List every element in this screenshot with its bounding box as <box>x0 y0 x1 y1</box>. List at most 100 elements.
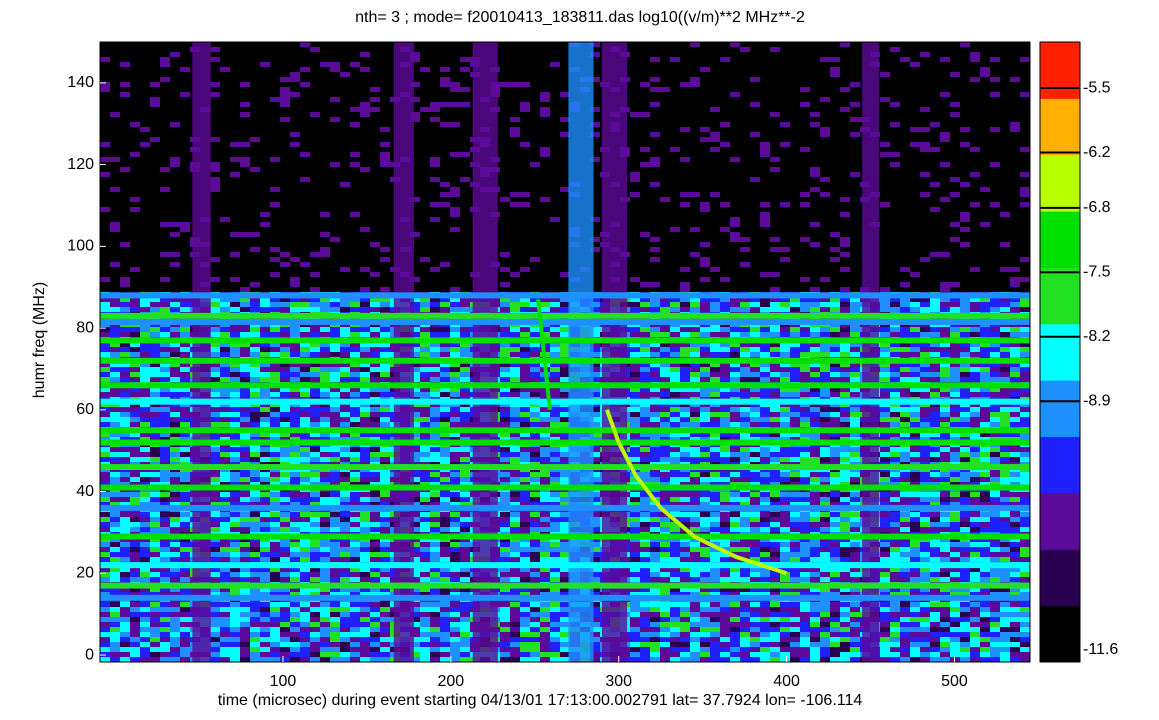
noise-cell <box>660 492 670 497</box>
noise-cell <box>450 497 460 502</box>
noise-cell <box>370 422 380 427</box>
noise-cell <box>180 327 190 332</box>
noise-cell <box>230 277 240 282</box>
noise-cell <box>220 457 230 462</box>
noise-cell <box>960 307 970 312</box>
noise-cell <box>210 392 220 397</box>
noise-cell <box>260 492 270 497</box>
noise-cell <box>460 67 470 72</box>
noise-cell <box>760 517 770 522</box>
noise-cell <box>680 412 690 417</box>
noise-cell <box>760 217 770 222</box>
noise-cell <box>130 267 140 272</box>
noise-cell <box>990 202 1000 207</box>
noise-cell <box>450 82 460 87</box>
noise-cell <box>520 412 530 417</box>
noise-cell <box>960 477 970 482</box>
noise-cell <box>350 472 360 477</box>
noise-cell <box>350 327 360 332</box>
noise-cell <box>760 392 770 397</box>
y-axis-label: humr freq (MHz) <box>31 282 48 398</box>
noise-cell <box>530 332 540 337</box>
noise-cell <box>830 67 840 72</box>
noise-cell <box>320 367 330 372</box>
noise-cell <box>700 207 710 212</box>
noise-cell <box>550 422 560 427</box>
noise-cell <box>220 352 230 357</box>
noise-cell <box>160 517 170 522</box>
noise-cell <box>270 202 280 207</box>
noise-cell <box>630 392 640 397</box>
noise-cell <box>280 392 290 397</box>
noise-cell <box>500 267 510 272</box>
noise-cell <box>950 517 960 522</box>
noise-cell <box>360 267 370 272</box>
noise-cell <box>100 207 110 212</box>
noise-cell <box>450 417 460 422</box>
noise-cell <box>330 117 340 122</box>
noise-cell <box>750 417 760 422</box>
noise-cell <box>840 452 850 457</box>
noise-cell <box>920 407 930 412</box>
noise-cell <box>140 447 150 452</box>
noise-cell <box>820 327 830 332</box>
noise-cell <box>550 367 560 372</box>
noise-cell <box>970 372 980 377</box>
noise-cell <box>780 302 790 307</box>
noise-cell <box>920 192 930 197</box>
noise-cell <box>640 497 650 502</box>
noise-cell <box>460 512 470 517</box>
noise-cell <box>670 347 680 352</box>
noise-cell <box>130 472 140 477</box>
noise-cell <box>130 392 140 397</box>
noise-cell <box>680 392 690 397</box>
noise-cell <box>940 57 950 62</box>
noise-cell <box>780 522 790 527</box>
noise-cell <box>260 327 270 332</box>
noise-cell <box>700 392 710 397</box>
noise-cell <box>910 492 920 497</box>
noise-cell <box>270 347 280 352</box>
noise-cell <box>360 367 370 372</box>
noise-cell <box>900 477 910 482</box>
noise-cell <box>160 417 170 422</box>
noise-cell <box>820 352 830 357</box>
noise-cell <box>840 302 850 307</box>
noise-cell <box>290 477 300 482</box>
noise-cell <box>370 492 380 497</box>
noise-cell <box>240 142 250 147</box>
noise-cell <box>330 422 340 427</box>
noise-cell <box>180 407 190 412</box>
noise-cell <box>250 527 260 532</box>
noise-cell <box>290 327 300 332</box>
noise-cell <box>1000 327 1010 332</box>
noise-cell <box>690 412 700 417</box>
noise-cell <box>450 392 460 397</box>
noise-cell <box>100 447 110 452</box>
noise-cell <box>270 512 280 517</box>
noise-cell <box>440 347 450 352</box>
noise-cell <box>760 492 770 497</box>
noise-cell <box>770 332 780 337</box>
noise-cell <box>150 307 160 312</box>
noise-cell <box>150 372 160 377</box>
noise-cell <box>830 377 840 382</box>
noise-cell <box>760 142 770 147</box>
noise-cell <box>320 417 330 422</box>
noise-cell <box>440 377 450 382</box>
noise-cell <box>110 307 120 312</box>
noise-cell <box>300 377 310 382</box>
noise-cell <box>420 67 430 72</box>
noise-cell <box>330 452 340 457</box>
noise-cell <box>880 352 890 357</box>
noise-cell <box>850 417 860 422</box>
noise-cell <box>240 472 250 477</box>
noise-cell <box>290 142 300 147</box>
noise-cell <box>380 407 390 412</box>
noise-cell <box>290 72 300 77</box>
noise-cell <box>1010 447 1020 452</box>
noise-cell <box>300 412 310 417</box>
noise-cell <box>250 457 260 462</box>
noise-cell <box>360 67 370 72</box>
noise-cell <box>300 407 310 412</box>
